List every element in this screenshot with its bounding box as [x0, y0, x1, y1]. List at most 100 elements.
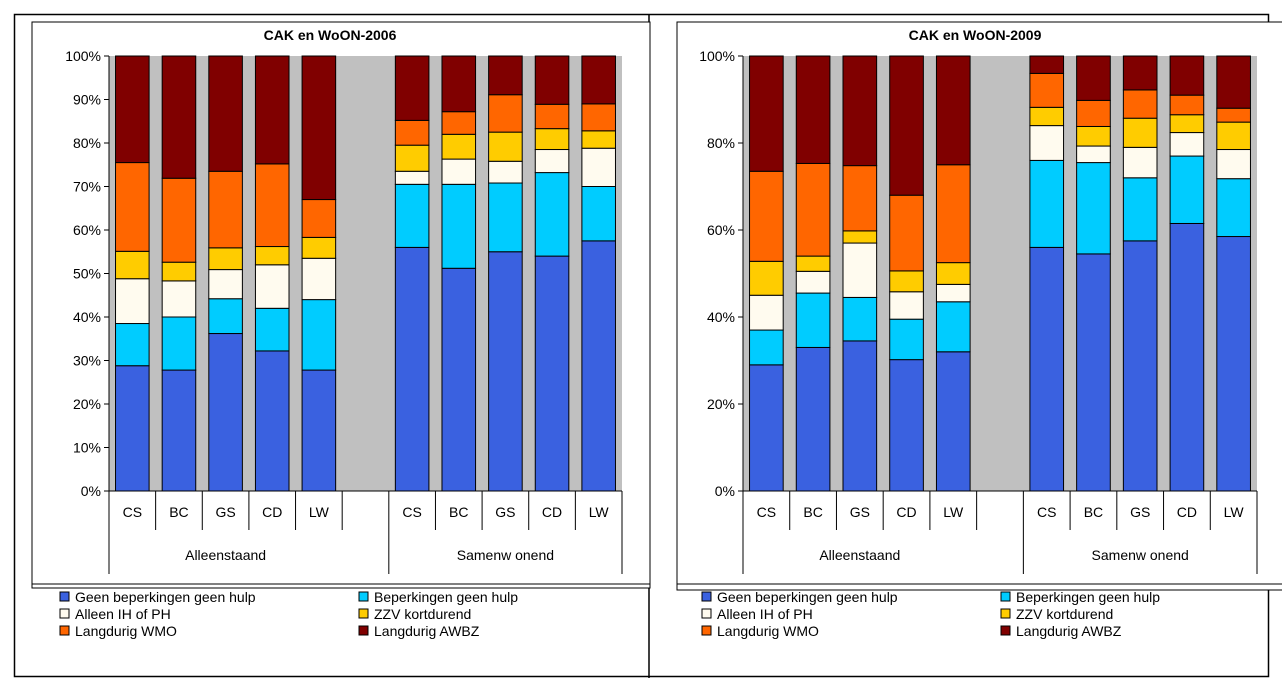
bar-segment: [534, 55, 570, 105]
x-tick-label: GS: [850, 504, 870, 520]
bar-segment: [581, 147, 616, 187]
bar-segment: [488, 182, 523, 253]
x-tick-label: CS: [757, 504, 776, 520]
bar-segment: [534, 149, 570, 174]
bar-segment: [889, 291, 924, 320]
legend-label: ZZV kortdurend: [374, 606, 471, 622]
x-tick-label: LW: [589, 504, 610, 520]
bar-segment: [534, 128, 570, 151]
bar-segment: [749, 55, 784, 172]
y-tick-label: 100%: [699, 48, 735, 64]
y-tick-label: 40%: [73, 309, 101, 325]
bar-segment: [935, 301, 971, 353]
bar-segment: [488, 160, 523, 184]
bar-segment: [935, 164, 971, 264]
bar-segment: [889, 359, 924, 492]
chart-panel-1: CAK en WoON-2006 0% 10% 20% 30% 40% 50% 60% 70% 8…: [31, 21, 651, 639]
bar-segment: [161, 280, 197, 318]
bar-segment: [1029, 106, 1065, 127]
bar-segment: [301, 55, 337, 201]
bar-segment: [488, 131, 523, 162]
bar-segment: [749, 260, 784, 296]
bar-segment: [1122, 89, 1158, 119]
bar-segment: [115, 250, 150, 280]
bar-segment: [394, 170, 430, 185]
bar-segment: [889, 318, 924, 361]
bar-segment: [115, 323, 150, 367]
y-tick-label: 100%: [65, 48, 101, 64]
group-label: Alleenstaand: [819, 547, 900, 563]
legend-label: Langdurig WMO: [717, 623, 819, 639]
bar-segment: [1029, 55, 1065, 74]
bar-segment: [842, 230, 878, 244]
bar-segment: [1122, 177, 1158, 242]
bar-segment: [795, 292, 831, 348]
bar-segment: [1216, 107, 1251, 123]
bar-segment: [441, 183, 477, 269]
bar-segment: [1029, 159, 1065, 248]
bar-segment: [581, 186, 616, 242]
bar-segment: [842, 55, 878, 167]
legend-swatch: [358, 591, 369, 602]
bar-segment: [394, 144, 430, 172]
bar-segment: [441, 111, 477, 135]
bar-segment: [115, 55, 150, 164]
bar-segment: [935, 262, 971, 285]
y-tick-label: 30%: [73, 353, 101, 369]
bar-segment: [254, 350, 290, 492]
x-tick-label: CD: [542, 504, 562, 520]
bar-segment: [1169, 222, 1205, 492]
x-tick-label: CS: [402, 504, 421, 520]
x-tick-label: CS: [1037, 504, 1056, 520]
bar-segment: [935, 351, 971, 492]
x-tick-label: BC: [169, 504, 188, 520]
bar-segment: [208, 55, 243, 172]
bar-segment: [301, 236, 337, 259]
group-label: Samenw onend: [457, 547, 554, 563]
x-tick-label: CS: [123, 504, 142, 520]
legend-label: Geen beperkingen geen hulp: [717, 589, 898, 605]
bar-segment: [1029, 72, 1065, 108]
bar-segment: [935, 283, 971, 303]
bar-segment: [889, 270, 924, 293]
bar-segment: [161, 369, 197, 492]
bar-segment: [115, 278, 150, 325]
group-label: Samenw onend: [1092, 547, 1189, 563]
bar-segment: [394, 246, 430, 492]
bar-segment: [749, 170, 784, 262]
y-tick-label: 20%: [707, 396, 735, 412]
bar-segment: [749, 329, 784, 366]
bar-segment: [394, 119, 430, 146]
y-tick-label: 50%: [73, 266, 101, 282]
bar-segment: [1029, 125, 1065, 161]
group-label: Alleenstaand: [185, 547, 266, 563]
bar-segment: [935, 55, 971, 166]
bar-segment: [889, 55, 924, 196]
bar-segment: [1076, 145, 1111, 164]
legend-swatch: [701, 591, 712, 602]
bar-segment: [1216, 55, 1251, 109]
bar-segment: [301, 299, 337, 371]
chart-title: CAK en WoON-2006: [264, 27, 397, 43]
bar-segment: [441, 267, 477, 492]
bar-segment: [208, 247, 243, 271]
legend-swatch: [701, 608, 712, 619]
x-tick-label: BC: [449, 504, 468, 520]
y-tick-label: 0%: [715, 483, 735, 499]
bar-segment: [581, 130, 616, 149]
x-tick-label: GS: [215, 504, 235, 520]
y-tick-label: 70%: [73, 179, 101, 195]
legend-label: Langdurig AWBZ: [374, 623, 480, 639]
bar-segment: [254, 246, 290, 266]
legend-label: Langdurig WMO: [75, 623, 177, 639]
bar-segment: [842, 165, 878, 232]
legend-label: Beperkingen geen hulp: [1016, 589, 1160, 605]
legend-label: Langdurig AWBZ: [1016, 623, 1122, 639]
legend-swatch: [1000, 625, 1011, 636]
bar-segment: [208, 170, 243, 249]
bar-segment: [1122, 117, 1158, 148]
legend-label: ZZV kortdurend: [1016, 606, 1113, 622]
legend-swatch: [59, 625, 70, 636]
bar-segment: [1076, 253, 1111, 492]
bar-segment: [795, 346, 831, 492]
